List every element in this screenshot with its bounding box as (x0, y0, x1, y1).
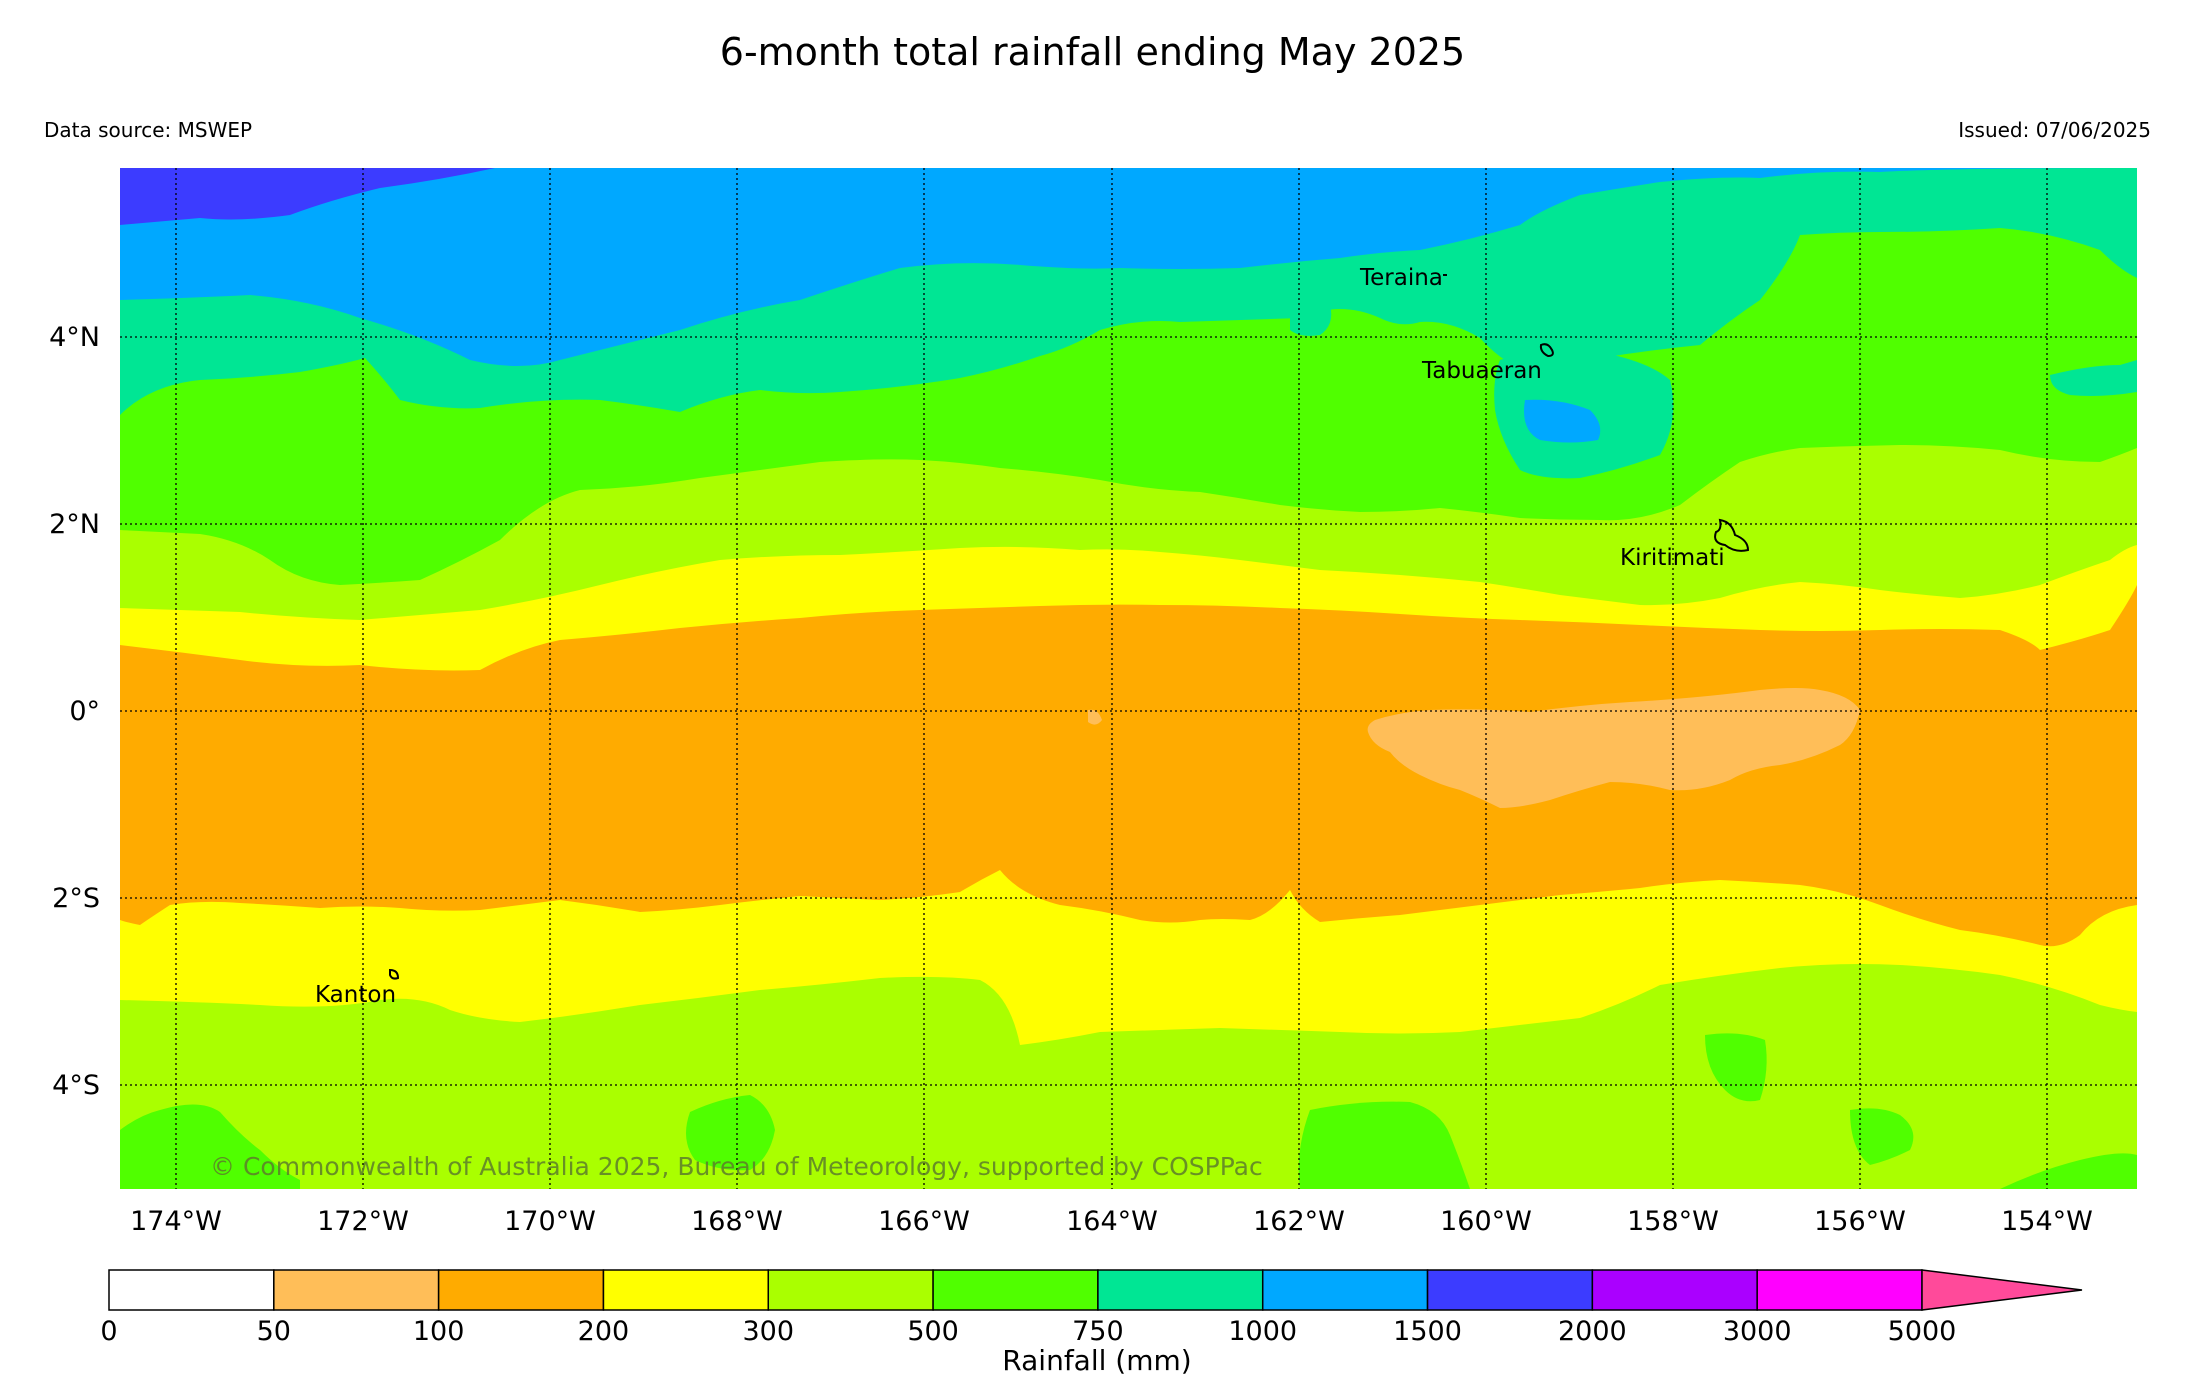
colorbar-bin-300-500 (767, 1269, 934, 1311)
lon-tick-174w: 174°W (130, 1206, 222, 1237)
lon-tick-160w: 160°W (1440, 1206, 1532, 1237)
colorbar-bin-1000-1500 (1261, 1269, 1429, 1311)
patch-500-750-b (1298, 1101, 1470, 1189)
patch-500-750-c (1705, 1033, 1767, 1102)
colorbar-tick-1500: 1500 (1393, 1316, 1462, 1347)
rainfall-field (120, 168, 2137, 1189)
lon-tick-172w: 172°W (317, 1206, 409, 1237)
colorbar-tick-100: 100 (413, 1316, 465, 1347)
colorbar-bin-3000-5000 (1756, 1269, 1923, 1311)
lat-tick-4s: 4°S (52, 1070, 100, 1101)
colorbar-tick-500: 500 (907, 1316, 959, 1347)
issued-date: Issued: 07/06/2025 (1958, 118, 2151, 142)
colorbar-tick-3000: 3000 (1723, 1316, 1792, 1347)
colorbar-bin-750-1000 (1097, 1269, 1264, 1311)
colorbar-label: Rainfall (mm) (1002, 1344, 1191, 1377)
colorbar-tick-300: 300 (742, 1316, 794, 1347)
patch-500-750-d (1850, 1108, 1914, 1165)
lon-tick-166w: 166°W (878, 1206, 970, 1237)
colorbar-bin-50-100 (273, 1269, 440, 1311)
patch-500-750-a (686, 1095, 775, 1171)
copyright-watermark: © Commonwealth of Australia 2025, Bureau… (210, 1152, 1263, 1181)
band-1500-2000 (120, 168, 495, 225)
tabuaeran-peak-patch (1524, 399, 1601, 443)
colorbar-extend-arrow (1921, 1269, 2083, 1311)
band-50-100-spot (1088, 709, 1102, 725)
colorbar-bin-2000-3000 (1591, 1269, 1758, 1311)
colorbar-tick-2000: 2000 (1558, 1316, 1627, 1347)
patch-750-1000-east (2050, 360, 2137, 396)
lat-tick-4n: 4°N (49, 322, 100, 353)
place-kanton: Kanton (315, 982, 396, 1008)
lat-tick-0: 0° (69, 696, 100, 727)
colorbar-tick-5000: 5000 (1888, 1316, 1957, 1347)
colorbar-bin-1500-2000 (1426, 1269, 1594, 1311)
colorbar-tick-1000: 1000 (1228, 1316, 1297, 1347)
tabuaeran-island (1539, 343, 1554, 358)
band-500-750-south (120, 1104, 300, 1189)
place-kiritimati: Kiritimati (1620, 545, 1725, 571)
patch-500-750-e (2000, 1153, 2137, 1189)
colorbar-tick-200: 200 (578, 1316, 630, 1347)
place-tabuaeran: Tabuaeran (1421, 358, 1542, 384)
lon-tick-154w: 154°W (2001, 1206, 2093, 1237)
place-teraina: Teraina (1359, 265, 1443, 291)
band-100-200 (120, 585, 2137, 947)
colorbar-tick-0: 0 (100, 1316, 117, 1347)
kiritimati-island (1714, 518, 1750, 552)
lon-tick-162w: 162°W (1253, 1206, 1345, 1237)
graticule (120, 168, 2137, 1189)
colorbar-bin-500-750 (932, 1269, 1099, 1311)
lon-tick-158w: 158°W (1627, 1206, 1719, 1237)
lat-tick-2s: 2°S (52, 883, 100, 914)
colorbar-ticks: 0 50 100 200 300 500 750 1000 1500 2000 3000 5000 (100, 1316, 1956, 1347)
colorbar-tick-50: 50 (257, 1316, 291, 1347)
kanton-island (389, 968, 400, 980)
band-300-500-south (120, 964, 2137, 1189)
patch-750-1000-north (1290, 303, 1332, 336)
colorbar-bin-200-300 (602, 1269, 770, 1311)
island-outlines (389, 274, 1750, 980)
colorbar-bin-0-50 (108, 1269, 275, 1311)
colorbar-tick-750: 750 (1072, 1316, 1124, 1347)
map-title: 6-month total rainfall ending May 2025 (719, 30, 1466, 74)
lon-tick-156w: 156°W (1814, 1206, 1906, 1237)
lon-tick-164w: 164°W (1066, 1206, 1158, 1237)
band-50-100 (1367, 688, 1860, 808)
colorbar-bin-100-200 (437, 1269, 605, 1311)
colorbar (108, 1269, 2083, 1311)
lon-tick-168w: 168°W (691, 1206, 783, 1237)
lon-tick-170w: 170°W (504, 1206, 596, 1237)
data-source: Data source: MSWEP (44, 118, 253, 142)
lat-tick-2n: 2°N (49, 509, 100, 540)
